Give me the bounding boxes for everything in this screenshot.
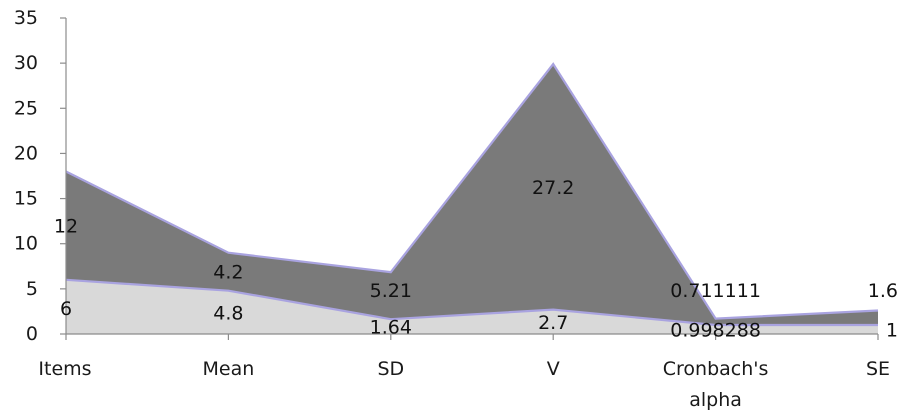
data-label-series-2: 27.2 — [532, 177, 574, 199]
y-tick-label: 10 — [14, 233, 38, 255]
data-label-series-1: 1.64 — [370, 317, 412, 339]
x-tick-label: Items — [38, 358, 91, 380]
area-outline-series-1 — [65, 278, 879, 327]
x-tick-label: SD — [377, 358, 404, 380]
y-tick-label: 30 — [14, 52, 38, 74]
data-label-series-1: 6 — [60, 298, 72, 320]
y-tick-label: 5 — [26, 278, 38, 300]
area-outline-series-2 — [65, 62, 879, 320]
y-tick-label: 35 — [14, 7, 38, 29]
area-layer — [65, 62, 879, 334]
data-label-series-1: 0.998288 — [670, 319, 761, 341]
area-series-1 — [66, 279, 878, 334]
data-label-series-1: 1 — [886, 319, 898, 341]
data-label-series-2: 12 — [54, 216, 78, 238]
x-tick-label: Mean — [203, 358, 255, 380]
x-tick-label: SE — [866, 358, 890, 380]
y-tick-label: 25 — [14, 97, 38, 119]
data-label-series-2: 1.6 — [868, 280, 898, 302]
area-series-2 — [66, 64, 878, 325]
y-tick-label: 15 — [14, 188, 38, 210]
data-label-series-1: 2.7 — [538, 312, 568, 334]
data-labels: 6 4.8 1.64 2.7 0.998288 1 12 4.2 5.21 27.2 0.71111… — [54, 177, 898, 342]
x-tick-label: Cronbach's alpha — [663, 358, 769, 411]
y-tick-label: 20 — [14, 142, 38, 164]
data-label-series-2: 5.21 — [370, 280, 412, 302]
y-tick-label: 0 — [26, 323, 38, 345]
data-label-series-2: 4.2 — [213, 262, 243, 284]
y-axis-ticks: 0 5 10 15 20 25 30 35 — [14, 7, 66, 345]
x-axis-ticks: Items Mean SD V Cronbach's alpha SE — [38, 334, 890, 411]
x-tick-label: V — [547, 358, 560, 380]
axes-layer — [65, 18, 878, 335]
data-label-series-2: 0.711111 — [670, 280, 761, 302]
data-label-series-1: 4.8 — [213, 302, 243, 324]
